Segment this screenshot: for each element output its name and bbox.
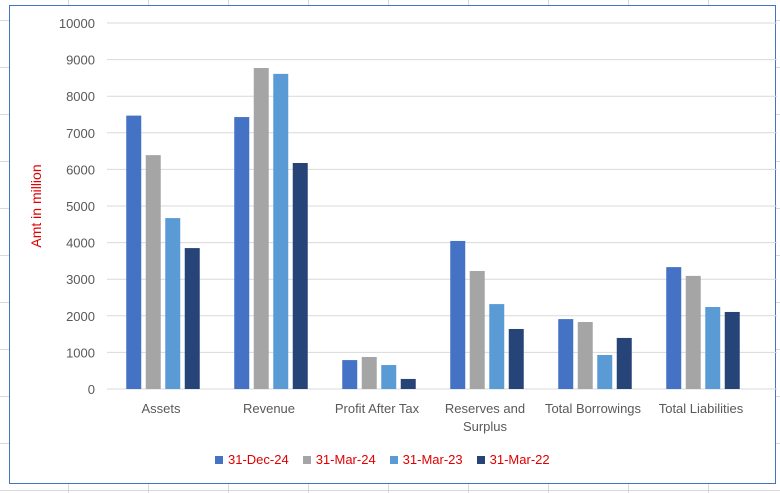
- y-tick-label: 3000: [66, 272, 95, 287]
- x-tick-label: Assets: [141, 401, 181, 416]
- bar-31-Dec-24: [558, 319, 574, 389]
- bar-31-Dec-24: [666, 267, 682, 389]
- bar-31-Dec-24: [234, 117, 250, 389]
- legend-label: 31-Mar-24: [315, 452, 376, 467]
- y-tick-label: 8000: [66, 89, 95, 104]
- y-tick-label: 10000: [59, 16, 95, 31]
- bar-31-Mar-22: [724, 311, 740, 389]
- x-tick-label: Profit After Tax: [335, 401, 420, 416]
- bar-31-Mar-23: [165, 218, 181, 389]
- legend-item: 31-Mar-23: [389, 452, 463, 467]
- bar-31-Mar-24: [253, 68, 269, 389]
- legend-swatch: [215, 455, 223, 464]
- bar-31-Mar-23: [381, 365, 397, 389]
- bar-31-Mar-24: [577, 322, 593, 389]
- y-tick-label: 9000: [66, 53, 95, 68]
- bar-31-Mar-23: [273, 73, 289, 390]
- bar-31-Mar-23: [597, 354, 613, 389]
- x-tick-label: Surplus: [463, 419, 508, 434]
- bar-31-Dec-24: [126, 115, 142, 390]
- legend-swatch: [302, 455, 311, 464]
- bar-31-Mar-24: [685, 275, 701, 389]
- legend: 31-Dec-24 31-Mar-24 31-Mar-23 31-Mar-22: [215, 452, 550, 467]
- y-tick-label: 6000: [66, 162, 95, 177]
- bar-31-Mar-23: [705, 307, 721, 389]
- legend-item: 31-Dec-24: [215, 452, 289, 467]
- legend-swatch: [476, 455, 485, 464]
- bar-31-Mar-22: [292, 162, 308, 389]
- bar-31-Mar-24: [361, 356, 377, 389]
- legend-item: 31-Mar-22: [476, 452, 550, 467]
- legend-label: 31-Dec-24: [228, 452, 289, 467]
- bar-31-Mar-22: [616, 337, 632, 389]
- bar-31-Dec-24: [450, 240, 466, 389]
- y-axis-label: Amt in million: [28, 164, 44, 247]
- bar-31-Mar-23: [489, 304, 505, 389]
- chart-plot: 0 1000 2000 3000 4000 5000 6000 7000 8000 9000 100…: [28, 16, 777, 434]
- legend-label: 31-Mar-23: [402, 452, 463, 467]
- bar-31-Mar-22: [184, 248, 200, 389]
- bar-31-Dec-24: [342, 360, 358, 389]
- chart-area[interactable]: 0 1000 2000 3000 4000 5000 6000 7000 8000 9000 100…: [9, 5, 777, 484]
- y-tick-label: 2000: [66, 309, 95, 324]
- y-tick-label: 4000: [66, 236, 95, 251]
- x-tick-label: Total Liabilities: [659, 401, 744, 416]
- y-tick-label: 0: [88, 382, 95, 397]
- legend-label: 31-Mar-22: [489, 452, 550, 467]
- bar-31-Mar-22: [400, 378, 416, 389]
- x-tick-label: Revenue: [243, 401, 295, 416]
- x-tick-label: Total Borrowings: [545, 401, 642, 416]
- bar-31-Mar-22: [508, 328, 524, 389]
- y-tick-label: 1000: [66, 345, 95, 360]
- y-tick-label: 7000: [66, 126, 95, 141]
- legend-item: 31-Mar-24: [302, 452, 376, 467]
- bar-31-Mar-24: [145, 155, 161, 389]
- bar-31-Mar-24: [469, 270, 485, 389]
- legend-swatch: [389, 455, 398, 464]
- y-tick-label: 5000: [66, 199, 95, 214]
- x-tick-label: Reserves and: [445, 401, 525, 416]
